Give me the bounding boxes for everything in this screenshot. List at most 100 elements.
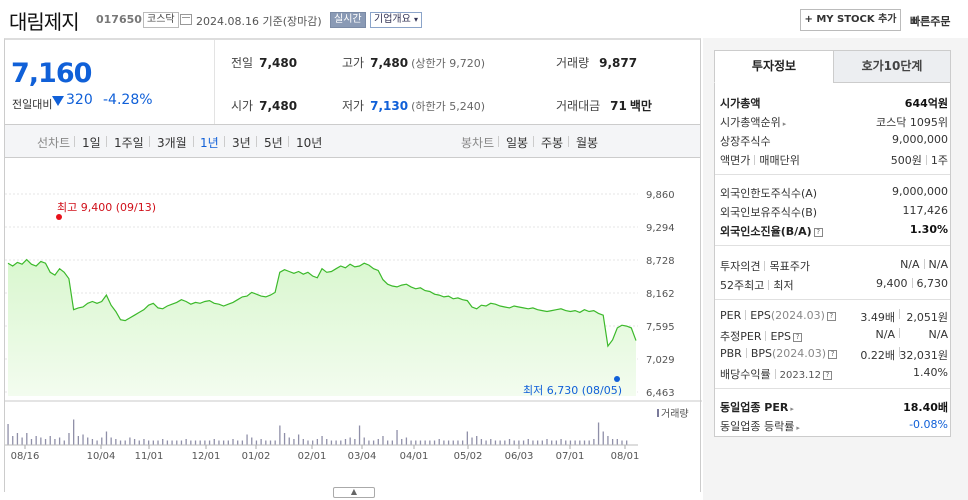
- volume-bar: [288, 437, 290, 445]
- period-1w[interactable]: 1주일: [114, 136, 144, 150]
- volume-bar: [7, 424, 9, 445]
- period-10y[interactable]: 10년: [296, 136, 323, 150]
- info-icon[interactable]: ?: [813, 228, 823, 237]
- realtime-button[interactable]: 실시간: [330, 12, 366, 28]
- info-icon[interactable]: ?: [828, 350, 838, 359]
- volume-bar: [419, 440, 422, 445]
- volume-bar: [54, 439, 56, 445]
- volume-bar: [480, 439, 483, 445]
- volume-bar: [555, 440, 558, 445]
- divider: [774, 369, 776, 379]
- toolbar-divider: [74, 136, 75, 147]
- bps-value: 32,031원: [899, 349, 948, 362]
- period-3y[interactable]: 3년: [232, 136, 251, 150]
- prev-close-label: 전일: [231, 56, 254, 70]
- tab-order-book[interactable]: 호가10단계: [833, 50, 951, 83]
- quick-order-link[interactable]: 빠른주문: [910, 15, 951, 28]
- volume-bar: [326, 439, 328, 445]
- volume-bar: [494, 440, 497, 445]
- foreign-ratio-value: 1.30%: [909, 223, 948, 236]
- x-tick-label: 11/01: [135, 451, 164, 462]
- volume-bar: [251, 437, 253, 445]
- industry-per-row[interactable]: 동일업종 PER ▸ 18.40배: [720, 399, 948, 415]
- volume-bar: [232, 439, 234, 445]
- period-5y[interactable]: 5년: [264, 136, 283, 150]
- divider: [768, 280, 770, 290]
- volume-label: 거래량: [556, 56, 590, 70]
- period-1y[interactable]: 1년: [200, 136, 219, 150]
- market-cap-rank-row[interactable]: 시가총액순위 ▸ 코스닥 1095위: [720, 114, 948, 130]
- info-icon[interactable]: ?: [826, 312, 836, 321]
- foreign-limit-label: 외국인한도주식수(A): [720, 187, 818, 200]
- volume-bar: [26, 433, 28, 445]
- foreign-held-label: 외국인보유주식수(B): [720, 206, 818, 219]
- volume-bar: [204, 440, 206, 445]
- volume-bar: [180, 440, 183, 445]
- period-1d[interactable]: 1일: [82, 136, 101, 150]
- volume-bar: [471, 437, 473, 445]
- industry-change-row[interactable]: 동일업종 등락률 ▸ -0.08%: [720, 418, 948, 434]
- volume-bar: [58, 437, 61, 445]
- volume-bar: [499, 440, 501, 445]
- volume-bar: [147, 440, 150, 445]
- trade-amount-unit: 백만: [629, 99, 652, 113]
- volume-bar: [218, 440, 220, 445]
- volume-bar: [115, 439, 117, 445]
- foreign-limit-row: 외국인한도주식수(A) 9,000,000: [720, 185, 948, 201]
- divider: [754, 155, 756, 165]
- volume-bar: [541, 440, 543, 445]
- caret-right-icon: ▸: [796, 424, 800, 432]
- expand-chart-button[interactable]: ▲: [333, 487, 375, 498]
- toolbar-divider: [193, 136, 194, 147]
- volume-bar: [138, 440, 140, 445]
- volume-bar: [377, 439, 379, 445]
- lower-limit: (하한가 5,240): [411, 100, 485, 113]
- volume-bar: [307, 440, 309, 445]
- volume-bar: [461, 440, 464, 445]
- info-icon[interactable]: ?: [793, 333, 803, 342]
- divider: [923, 259, 925, 269]
- quote-panel: 7,160 전일대비 320 -4.28% 전일 7,480 고가 7,480 (상한…: [4, 38, 701, 124]
- investment-info-card: 시가총액 644억원 시가총액순위 ▸ 코스닥 1095위 상장주식수 9,000,00…: [714, 83, 951, 437]
- y-tick-label: 8,728: [646, 256, 675, 267]
- period-3m[interactable]: 3개월: [157, 136, 187, 150]
- volume-bar: [105, 431, 108, 445]
- x-tick-label: 05/02: [454, 451, 483, 462]
- line-chart-label: 선차트: [37, 136, 71, 150]
- eps-label: EPS: [750, 309, 771, 322]
- candle-monthly[interactable]: 월봉: [576, 136, 599, 150]
- volume-bar: [415, 440, 417, 445]
- prev-close: 전일 7,480: [231, 54, 297, 71]
- volume-bar: [602, 431, 604, 445]
- x-tick-label: 01/02: [242, 451, 271, 462]
- volume-bar: [82, 434, 84, 445]
- tab-investment-info[interactable]: 투자정보: [714, 50, 834, 83]
- caret-right-icon: ▸: [790, 405, 794, 413]
- opinion-label: 투자의견: [720, 260, 761, 273]
- trade-amount: 거래대금 71 백만: [556, 97, 652, 114]
- candle-daily[interactable]: 일봉: [506, 136, 529, 150]
- volume-bar: [269, 440, 272, 445]
- add-mystock-button[interactable]: + MY STOCK 추가: [800, 9, 901, 31]
- toolbar-divider: [224, 136, 225, 147]
- volume-bar: [368, 440, 370, 445]
- company-overview-label: 기업개요: [374, 14, 411, 25]
- est-per-label: 추정PER: [720, 330, 762, 343]
- volume-bar: [466, 431, 468, 445]
- info-icon[interactable]: ?: [822, 371, 832, 380]
- y-tick-label: 6,463: [646, 388, 675, 399]
- volume-bar: [565, 440, 567, 445]
- volume-bar: [363, 437, 365, 445]
- volume-bar: [626, 440, 628, 445]
- x-tick-label: 06/03: [505, 451, 534, 462]
- volume-bar: [63, 440, 65, 445]
- company-overview-dropdown[interactable]: 기업개요 ▾: [370, 12, 423, 28]
- volume-bar: [372, 440, 375, 445]
- x-tick-label: 08/01: [611, 451, 640, 462]
- volume-bar: [597, 422, 600, 445]
- candle-weekly[interactable]: 주봉: [541, 136, 564, 150]
- price-chart[interactable]: 9,860 9,294 8,728 8,162 7,595 7,029 6,463 최고 9,…: [5, 158, 702, 492]
- volume-bar: [157, 440, 159, 445]
- volume-bar: [176, 440, 178, 445]
- par-value-row: 액면가 매매단위 500원 1주: [720, 152, 948, 168]
